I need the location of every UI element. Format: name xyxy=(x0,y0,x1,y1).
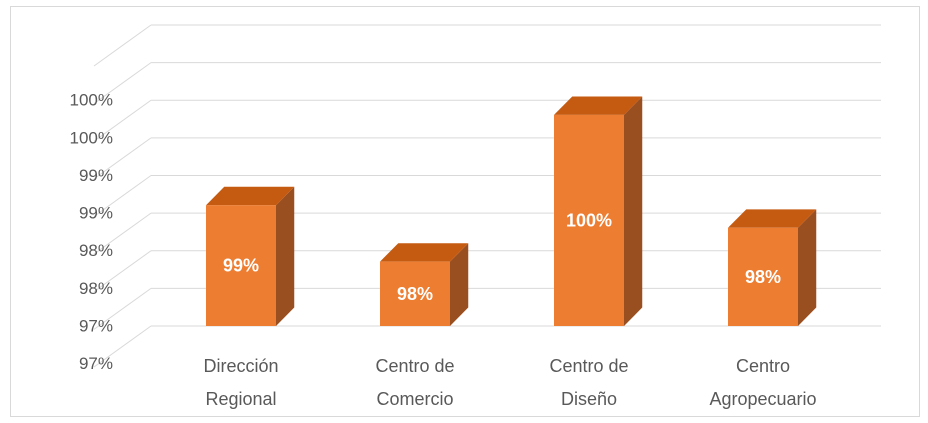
y-tick-label: 100% xyxy=(70,91,113,110)
bar-side-face xyxy=(798,209,817,326)
bar-side-face xyxy=(276,186,295,326)
category-label: Centro de xyxy=(549,356,628,376)
bar-side-face xyxy=(450,243,469,326)
category-label: Comercio xyxy=(376,389,453,409)
bar-top-face xyxy=(206,186,295,206)
bar-chart: 97% 97% 98% 98% 99% 99% 100% 100% 99% 98% 100% 98%… xyxy=(70,24,881,409)
gridline-diagonal xyxy=(93,99,152,142)
data-label: 98% xyxy=(745,267,781,287)
bar-front-face xyxy=(554,114,624,326)
gridline-diagonal xyxy=(93,137,152,180)
bar-top-face xyxy=(728,209,817,228)
gridline-diagonal xyxy=(93,287,152,330)
bar-1: 98% xyxy=(380,243,469,326)
gridline-diagonal xyxy=(93,250,152,293)
y-tick-label: 98% xyxy=(79,279,113,298)
bar-side-face xyxy=(624,96,643,327)
y-tick-label: 99% xyxy=(79,204,113,223)
category-label: Regional xyxy=(205,389,276,409)
gridline-diagonal xyxy=(93,325,152,368)
bar-front-face xyxy=(380,261,450,326)
bar-front-face xyxy=(206,205,276,326)
gridline-diagonal xyxy=(93,62,152,105)
bar-2: 100% xyxy=(554,96,643,327)
bar-front-face xyxy=(728,227,798,326)
category-label: Dirección xyxy=(203,356,278,376)
data-label: 98% xyxy=(397,284,433,304)
category-label: Diseño xyxy=(561,389,617,409)
bars: 99% 98% 100% 98% xyxy=(206,96,817,327)
y-tick-label: 97% xyxy=(79,316,113,335)
data-label: 99% xyxy=(223,256,259,276)
y-tick-label: 99% xyxy=(79,166,113,185)
category-label: Centro xyxy=(736,356,790,376)
category-label: Centro de xyxy=(375,356,454,376)
x-axis-category-labels: Dirección Regional Centro de Comercio Centro… xyxy=(203,356,816,409)
bar-top-face xyxy=(380,243,469,262)
bar-0: 99% xyxy=(206,186,295,326)
y-tick-label: 98% xyxy=(79,241,113,260)
y-tick-label: 100% xyxy=(70,128,113,147)
gridline-diagonal xyxy=(93,175,152,217)
chart-frame: 97% 97% 98% 98% 99% 99% 100% 100% 99% 98% 100% 98%… xyxy=(10,6,920,417)
category-label: Agropecuario xyxy=(709,389,816,409)
y-tick-label: 97% xyxy=(79,354,113,373)
bar-3: 98% xyxy=(728,209,817,326)
bar-top-face xyxy=(554,96,643,115)
y-axis-tick-labels: 97% 97% 98% 98% 99% 99% 100% 100% xyxy=(70,91,113,373)
data-label: 100% xyxy=(566,210,612,230)
gridline-diagonal xyxy=(93,24,152,67)
gridline-diagonal xyxy=(93,212,152,255)
